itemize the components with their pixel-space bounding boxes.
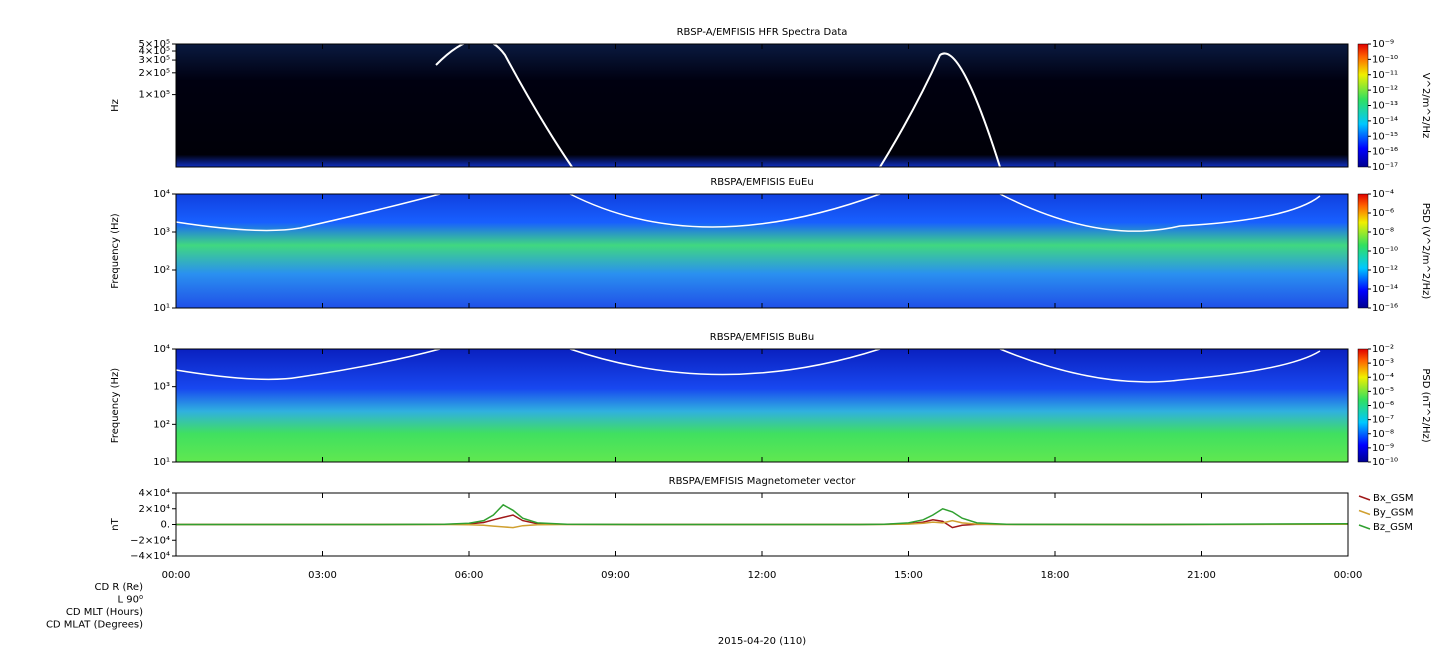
y-tick-label: 10³ [153,382,170,393]
spectrogram-image [176,194,1348,308]
colorbar-tick-label: 10⁻⁴ [1372,372,1394,383]
y-axis-label: Hz [110,99,121,112]
y-tick-label: 10³ [153,227,170,238]
y-tick-label: −2×10⁴ [130,535,170,546]
ephemeris-label: CD MLT (Hours) [66,607,143,618]
colorbar-tick-label: 10⁻⁴ [1372,189,1394,200]
legend-label: Bx_GSM [1373,493,1414,504]
colorbar-tick-label: 10⁻¹² [1372,85,1398,96]
y-tick-label: 10¹ [153,457,170,468]
colorbar-tick-label: 10⁻¹⁷ [1372,162,1398,173]
spectrogram-image [176,44,1348,167]
colorbar [1357,348,1369,463]
x-tick-label: 00:00 [1334,570,1363,581]
ephemeris-label: L 90⁰ [118,595,143,606]
colorbar-tick-label: 10⁻⁸ [1372,429,1394,440]
panel-title: RBSPA/EMFISIS EuEu [710,177,813,188]
y-axis-label: Frequency (Hz) [110,213,121,289]
y-tick-label: 2×10⁵ [139,68,170,79]
colorbar-tick-label: 10⁻¹⁶ [1372,303,1398,314]
y-tick-label: 3×10⁵ [139,55,170,66]
colorbar-tick-label: 10⁻⁶ [1372,401,1394,412]
y-tick-label: 10⁴ [153,344,170,355]
legend-swatch [1358,495,1371,501]
panel-title: RBSP-A/EMFISIS HFR Spectra Data [677,27,848,38]
colorbar-tick-label: 10⁻⁷ [1372,415,1394,426]
colorbar-tick-label: 10⁻¹⁴ [1372,116,1398,127]
x-tick-label: 00:00 [162,570,191,581]
y-tick-label: 10⁴ [153,189,170,200]
colorbar-tick-label: 10⁻¹¹ [1372,70,1398,81]
ephemeris-label: CD R (Re) [95,582,144,593]
y-tick-label: 10¹ [153,303,170,314]
x-tick-label: 15:00 [894,570,923,581]
colorbar-tick-label: 10⁻¹² [1372,265,1398,276]
colorbar-tick-label: 10⁻¹⁰ [1372,54,1398,65]
colorbar-tick-label: 10⁻¹³ [1372,101,1398,112]
spectrogram-image [176,349,1348,462]
colorbar-tick-label: 10⁻⁵ [1372,386,1394,397]
x-tick-label: 21:00 [1187,570,1216,581]
colorbar-tick-label: 10⁻⁶ [1372,208,1394,219]
y-tick-label: 4×10⁴ [139,488,170,499]
legend-swatch [1358,509,1371,516]
colorbar-tick-label: 10⁻¹⁴ [1372,284,1398,295]
y-tick-label: −4×10⁴ [130,551,170,562]
colorbar-label: V^2/m^2/Hz [1420,73,1431,139]
decor-curve [175,348,1321,383]
decor-curve [175,193,1321,232]
y-tick-label: 10² [153,265,170,276]
colorbar [1357,193,1369,309]
x-tick-label: 09:00 [601,570,630,581]
series-line [176,503,1349,526]
x-tick-label: 18:00 [1041,570,1070,581]
colorbar-tick-label: 10⁻⁹ [1372,443,1394,454]
colorbar-tick-label: 10⁻¹⁰ [1372,246,1398,257]
series-line [176,514,1349,529]
colorbar-label: PSD (nT^2/Hz) [1420,368,1431,442]
panel-title: RBSPA/EMFISIS Magnetometer vector [669,476,857,487]
colorbar [1357,43,1369,168]
legend-label: Bz_GSM [1373,522,1413,533]
y-tick-label: 10² [153,419,170,430]
colorbar-tick-label: 10⁻⁹ [1372,39,1394,50]
y-tick-label: 1×10⁵ [139,90,170,101]
legend-label: By_GSM [1373,508,1414,519]
x-tick-label: 12:00 [748,570,777,581]
y-axis-label: Frequency (Hz) [110,368,121,444]
ephemeris-label: CD MLAT (Degrees) [46,620,143,631]
colorbar-tick-label: 10⁻³ [1372,358,1394,369]
colorbar-label: PSD (V^2/m^2/Hz) [1420,203,1431,300]
panel-title: RBSPA/EMFISIS BuBu [710,332,814,343]
y-tick-label: 2×10⁴ [139,504,170,515]
colorbar-tick-label: 10⁻¹⁶ [1372,147,1398,158]
panels [176,44,1349,529]
y-tick-label: 5×10⁵ [139,39,170,50]
x-tick-label: 03:00 [308,570,337,581]
date-label: 2015-04-20 (110) [718,636,806,647]
legend-swatch [1358,524,1371,530]
x-tick-label: 06:00 [455,570,484,581]
colorbar-tick-label: 10⁻¹⁰ [1372,457,1398,468]
y-tick-label: 0. [160,520,170,531]
y-tick-label: 4×10⁵ [139,46,170,57]
y-axis-label: nT [110,517,121,530]
colorbar-tick-label: 10⁻⁸ [1372,227,1394,238]
colorbar-tick-label: 10⁻¹⁵ [1372,131,1398,142]
colorbar-tick-label: 10⁻² [1372,344,1394,355]
